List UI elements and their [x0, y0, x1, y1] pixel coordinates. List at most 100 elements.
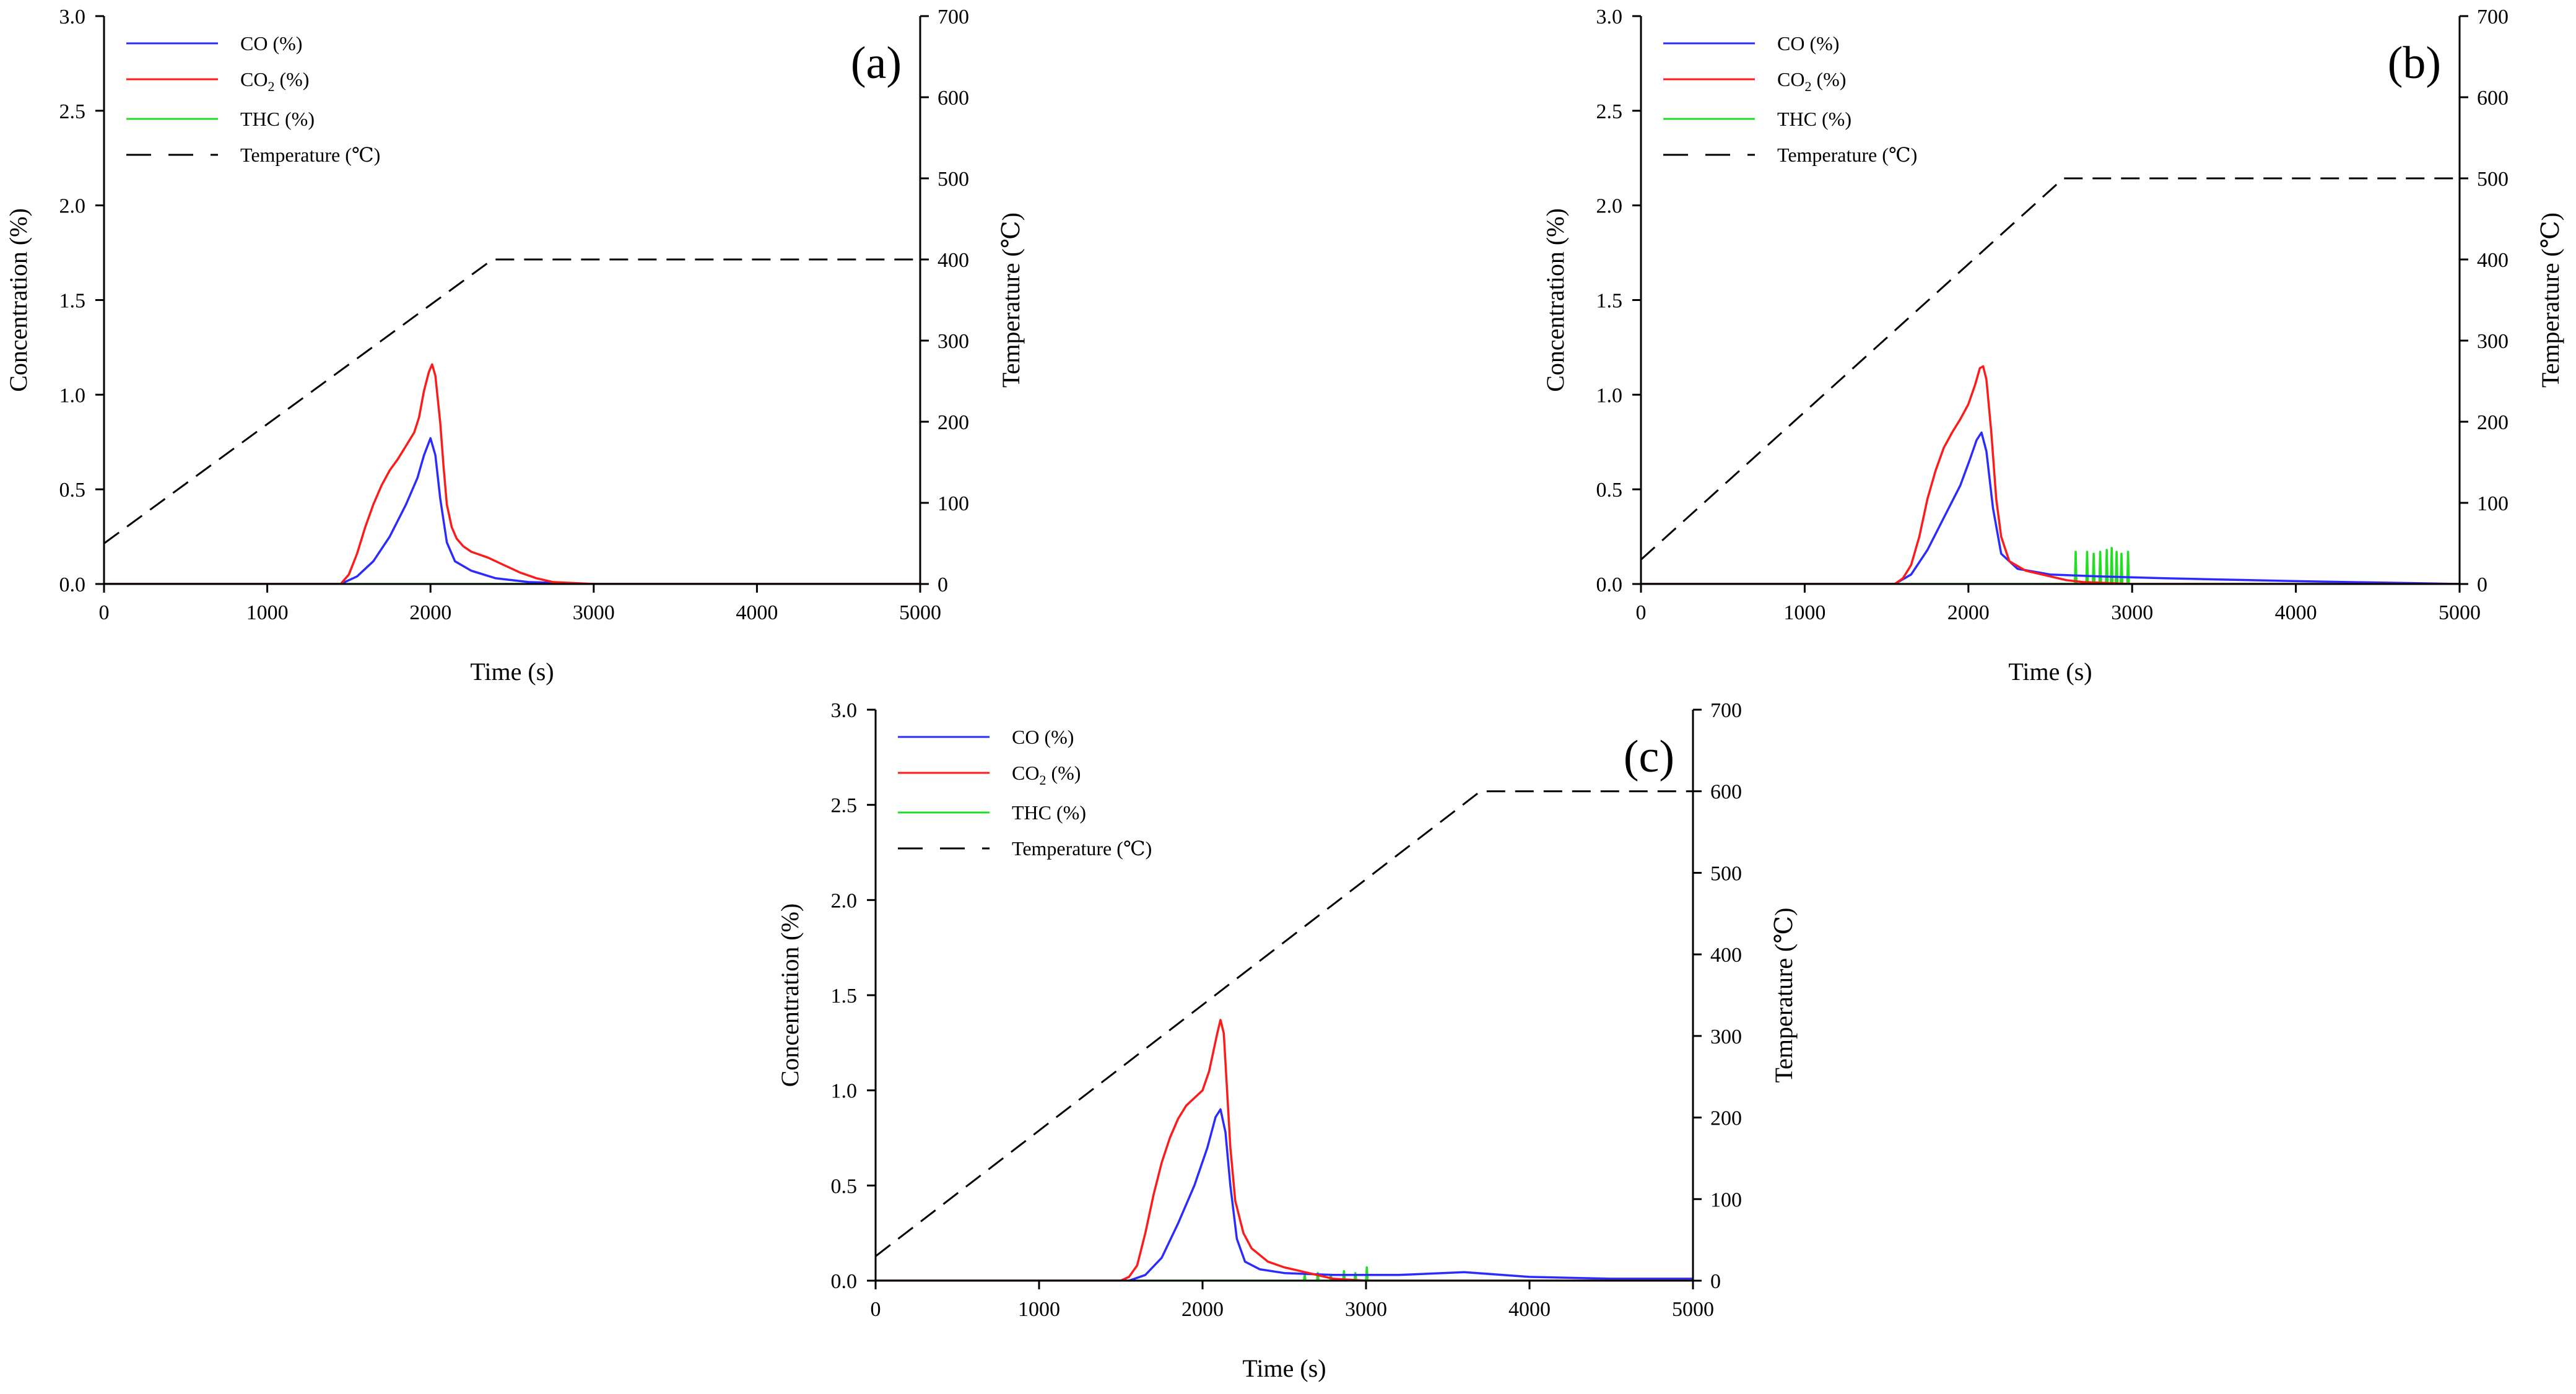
y2-tick-label: 700: [2477, 6, 2509, 28]
y2-axis-label: Temperature (℃): [2536, 212, 2564, 388]
panel-label: (a): [851, 38, 902, 89]
x-tick-label: 0: [1636, 601, 1647, 624]
y-tick-label: 2.0: [59, 195, 86, 218]
y-tick-label: 1.0: [831, 1080, 858, 1103]
y2-tick-label: 0: [1710, 1270, 1721, 1293]
y2-tick-label: 400: [2477, 249, 2509, 272]
x-tick-label: 0: [99, 601, 110, 624]
y-tick-label: 0.0: [831, 1270, 858, 1293]
y2-tick-label: 200: [938, 411, 969, 434]
y-tick-label: 2.5: [831, 795, 858, 817]
x-tick-label: 2000: [409, 601, 451, 624]
legend-label: Temperature (℃): [240, 144, 380, 166]
legend-label: Temperature (℃): [1777, 144, 1917, 166]
y2-tick-label: 100: [2477, 492, 2509, 515]
y2-tick-label: 700: [1710, 699, 1742, 722]
y2-tick-label: 500: [2477, 168, 2509, 191]
legend-label: THC (%): [1777, 108, 1852, 130]
y2-tick-label: 600: [2477, 87, 2509, 110]
y2-tick-label: 300: [2477, 330, 2509, 353]
y2-axis-label: Temperature (℃): [997, 212, 1025, 388]
x-tick-label: 1000: [1018, 1298, 1060, 1321]
y2-tick-label: 600: [1710, 781, 1742, 804]
y2-tick-label: 700: [938, 6, 969, 28]
panel-label: (c): [1624, 731, 1674, 782]
x-tick-label: 2000: [1947, 601, 1990, 624]
y-tick-label: 0.0: [59, 573, 86, 596]
y-axis-label: Concentration (%): [4, 208, 32, 392]
legend-label: CO2 (%): [240, 68, 309, 94]
y-tick-label: 0.0: [1596, 573, 1623, 596]
legend-label-suffix: (%): [1811, 68, 1846, 90]
x-tick-label: 0: [871, 1298, 881, 1321]
chart-panel-1: 0 1000 2000 3000 4000 50000.00.51.01.52.02.53…: [4, 6, 1025, 686]
x-tick-label: 3000: [2111, 601, 2153, 624]
y-tick-label: 2.0: [1596, 195, 1623, 218]
y-tick-label: 1.0: [59, 384, 86, 407]
chart-panel-2: 0 1000 2000 3000 4000 50000.00.51.01.52.02.53…: [1541, 6, 2564, 686]
x-axis-label: Time (s): [470, 658, 554, 686]
series-line-thc: [1641, 547, 2460, 584]
x-tick-label: 3000: [1345, 1298, 1387, 1321]
y2-tick-label: 400: [1710, 944, 1742, 967]
y-tick-label: 3.0: [59, 6, 86, 28]
y-axis-label: Concentration (%): [1541, 208, 1569, 392]
legend-label: CO2 (%): [1012, 762, 1081, 788]
series-line-co2: [1641, 365, 2460, 584]
legend: CO (%)CO2 (%)THC (%)Temperature (℃): [126, 32, 380, 166]
legend-label: CO2 (%): [1777, 68, 1846, 94]
x-tick-label: 5000: [1672, 1298, 1714, 1321]
series-line-co: [1641, 431, 2460, 584]
y2-tick-label: 100: [1710, 1188, 1742, 1211]
x-tick-label: 5000: [899, 601, 941, 624]
y-tick-label: 2.0: [831, 889, 858, 912]
y2-axis-label: Temperature (℃): [1770, 908, 1798, 1083]
series-line-co2: [876, 1019, 1693, 1281]
y-tick-label: 0.5: [1596, 479, 1623, 502]
series-line-co2: [104, 363, 920, 584]
y2-tick-label: 300: [938, 330, 969, 353]
y-tick-label: 0.5: [831, 1175, 858, 1198]
y2-tick-label: 300: [1710, 1026, 1742, 1048]
legend: CO (%)CO2 (%)THC (%)Temperature (℃): [1663, 32, 1917, 166]
x-tick-label: 1000: [1783, 601, 1825, 624]
y-tick-label: 1.5: [59, 290, 86, 313]
legend-label-main: CO: [1777, 68, 1804, 90]
legend-label-suffix: (%): [274, 68, 309, 90]
y2-tick-label: 0: [2477, 573, 2487, 596]
y-tick-label: 0.5: [59, 479, 86, 502]
x-tick-label: 2000: [1181, 1298, 1224, 1321]
x-tick-label: 1000: [246, 601, 289, 624]
legend-label: CO (%): [240, 32, 302, 54]
y-tick-label: 2.5: [1596, 100, 1623, 123]
y2-tick-label: 500: [1710, 862, 1742, 885]
y2-tick-label: 200: [2477, 411, 2509, 434]
y-tick-label: 1.5: [831, 985, 858, 1008]
x-axis-label: Time (s): [1242, 1354, 1326, 1382]
y-tick-label: 1.0: [1596, 384, 1623, 407]
legend-label-subscript: 2: [1804, 79, 1811, 94]
y2-tick-label: 600: [938, 87, 969, 110]
y2-tick-label: 500: [938, 168, 969, 191]
legend-label: Temperature (℃): [1012, 837, 1152, 860]
x-tick-label: 4000: [736, 601, 778, 624]
series-line-co: [104, 437, 920, 584]
y-tick-label: 2.5: [59, 100, 86, 123]
legend-label: CO (%): [1777, 32, 1839, 54]
series-line-co: [876, 1108, 1693, 1281]
panel-label: (b): [2388, 38, 2441, 89]
legend-label-subscript: 2: [1039, 772, 1046, 788]
chart-panel-3: 0 1000 2000 3000 4000 50000.00.51.01.52.02.53…: [776, 699, 1798, 1382]
legend-label-main: CO: [1012, 762, 1039, 784]
y2-tick-label: 0: [938, 573, 948, 596]
x-tick-label: 4000: [2275, 601, 2317, 624]
x-tick-label: 5000: [2439, 601, 2481, 624]
legend-label-subscript: 2: [268, 79, 274, 94]
x-tick-label: 3000: [573, 601, 615, 624]
x-tick-label: 4000: [1508, 1298, 1551, 1321]
y-tick-label: 1.5: [1596, 290, 1623, 313]
series-line-temperature: [104, 258, 920, 544]
series-line-temperature: [1641, 177, 2460, 560]
y2-tick-label: 100: [938, 492, 969, 515]
